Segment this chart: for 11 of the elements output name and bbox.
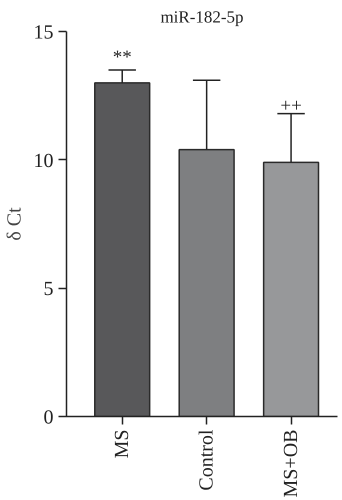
y-tick-label: 5 — [44, 278, 54, 300]
annotation: ++ — [280, 96, 302, 117]
annotation: ** — [112, 47, 132, 68]
x-tick-label: Control — [196, 429, 218, 491]
y-axis-title: δ Ct — [4, 206, 26, 241]
y-tick-label: 15 — [34, 22, 54, 44]
chart-title: miR-182-5p — [160, 8, 244, 26]
x-tick-label: MS — [111, 430, 134, 458]
x-tick-label: MS+OB — [280, 430, 302, 498]
y-tick-label: 10 — [34, 150, 54, 172]
y-tick-label: 0 — [44, 406, 54, 428]
